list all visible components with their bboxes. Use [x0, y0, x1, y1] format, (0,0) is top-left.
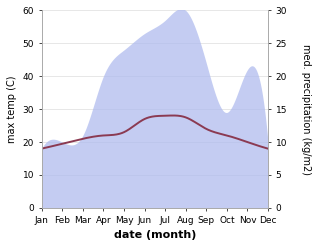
X-axis label: date (month): date (month) — [114, 230, 196, 240]
Y-axis label: max temp (C): max temp (C) — [7, 75, 17, 143]
Y-axis label: med. precipitation (kg/m2): med. precipitation (kg/m2) — [301, 44, 311, 175]
